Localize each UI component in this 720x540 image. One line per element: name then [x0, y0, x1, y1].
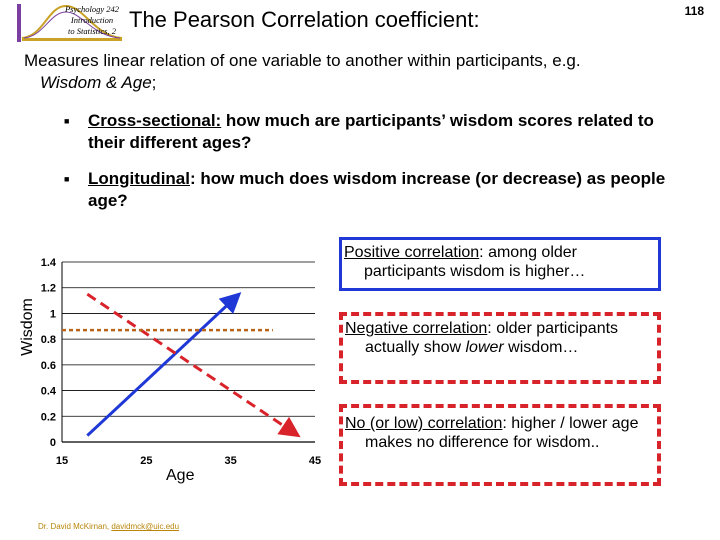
- course-logo: Psychology 242 Introduction to Statistic…: [14, 2, 124, 44]
- negative-correlation-line: [86, 292, 301, 438]
- bullet-longitudinal: Longitudinal: how much does wisdom incre…: [88, 168, 678, 212]
- y-tick-label: 1.2: [41, 283, 56, 295]
- negative-correlation-callout: Negative correlation: older participants…: [339, 312, 661, 384]
- callout-text: : older participants actually show: [365, 320, 619, 356]
- bullet-text: how much are participants’ wisdom scores…: [88, 111, 654, 152]
- intro-example: Wisdom & Age: [40, 73, 152, 92]
- x-axis-label: Age: [166, 467, 195, 484]
- callout-text: : among older participants wisdom is hig…: [364, 244, 586, 280]
- bullet-icon: ■: [64, 116, 70, 126]
- bullet-text: : how much does wisdom increase (or decr…: [88, 169, 666, 210]
- logo-line-3: to Statistics, 2: [68, 26, 116, 36]
- y-axis-label: Wisdom: [19, 298, 36, 356]
- footer-email-link[interactable]: davidmck@uic.edu: [111, 522, 180, 531]
- callout-term: No (or low) correlation: [345, 415, 503, 432]
- y-tick-label: 1: [50, 308, 56, 320]
- bullet-term: Longitudinal: [88, 169, 190, 188]
- x-tick-label: 35: [225, 455, 237, 467]
- y-tick-label: 0.6: [41, 360, 56, 372]
- footer: Dr. David McKirnan, davidmck@uic.edu: [38, 522, 179, 531]
- callout-text-end: wisdom…: [503, 339, 579, 356]
- bullet-icon: ■: [64, 174, 70, 184]
- y-tick-label: 0: [50, 437, 56, 449]
- logo-line-2: Introduction: [70, 15, 114, 25]
- callout-emphasis: lower: [465, 339, 504, 356]
- bullet-term: Cross-sectional:: [88, 111, 222, 130]
- footer-author: Dr. David McKirnan,: [38, 522, 112, 531]
- positive-correlation-callout: Positive correlation: among older partic…: [339, 237, 661, 291]
- x-tick-label: 25: [140, 455, 152, 467]
- y-tick-label: 1.4: [41, 257, 57, 269]
- y-tick-label: 0.2: [41, 411, 56, 423]
- bullet-cross-sectional: Cross-sectional: how much are participan…: [88, 110, 678, 154]
- bell-curve-logo-icon: [17, 4, 123, 42]
- intro-text: Measures linear relation of one variable…: [24, 51, 581, 70]
- y-tick-label: 0.8: [41, 334, 56, 346]
- positive-correlation-line: [86, 292, 242, 437]
- page-number: 118: [684, 4, 704, 18]
- y-tick-label: 0.4: [41, 386, 57, 398]
- callout-text: : higher / lower age makes no difference…: [365, 415, 639, 451]
- page-title: The Pearson Correlation coefficient:: [129, 7, 480, 32]
- intro-paragraph: Measures linear relation of one variable…: [24, 50, 600, 94]
- logo-line-1: Psychology 242: [64, 4, 120, 14]
- x-tick-label: 15: [56, 455, 68, 467]
- x-tick-label: 45: [309, 455, 321, 467]
- callout-term: Positive correlation: [344, 244, 480, 261]
- intro-end: ;: [151, 73, 157, 92]
- no-correlation-callout: No (or low) correlation: higher / lower …: [339, 404, 661, 486]
- callout-term: Negative correlation: [345, 320, 488, 337]
